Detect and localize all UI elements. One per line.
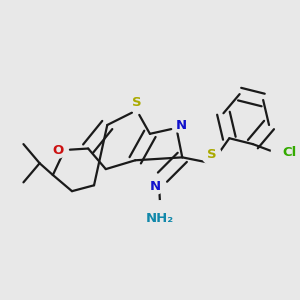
Text: NH₂: NH₂: [146, 212, 174, 225]
Circle shape: [174, 117, 190, 133]
Circle shape: [148, 178, 164, 194]
Text: S: S: [132, 96, 142, 109]
Text: O: O: [52, 143, 64, 157]
Circle shape: [127, 92, 146, 112]
Circle shape: [149, 201, 171, 223]
Circle shape: [271, 142, 293, 164]
Circle shape: [50, 142, 66, 158]
Text: S: S: [207, 148, 217, 161]
Text: Cl: Cl: [282, 146, 296, 159]
Text: N: N: [150, 180, 161, 193]
Circle shape: [202, 145, 221, 165]
Text: N: N: [176, 118, 187, 131]
